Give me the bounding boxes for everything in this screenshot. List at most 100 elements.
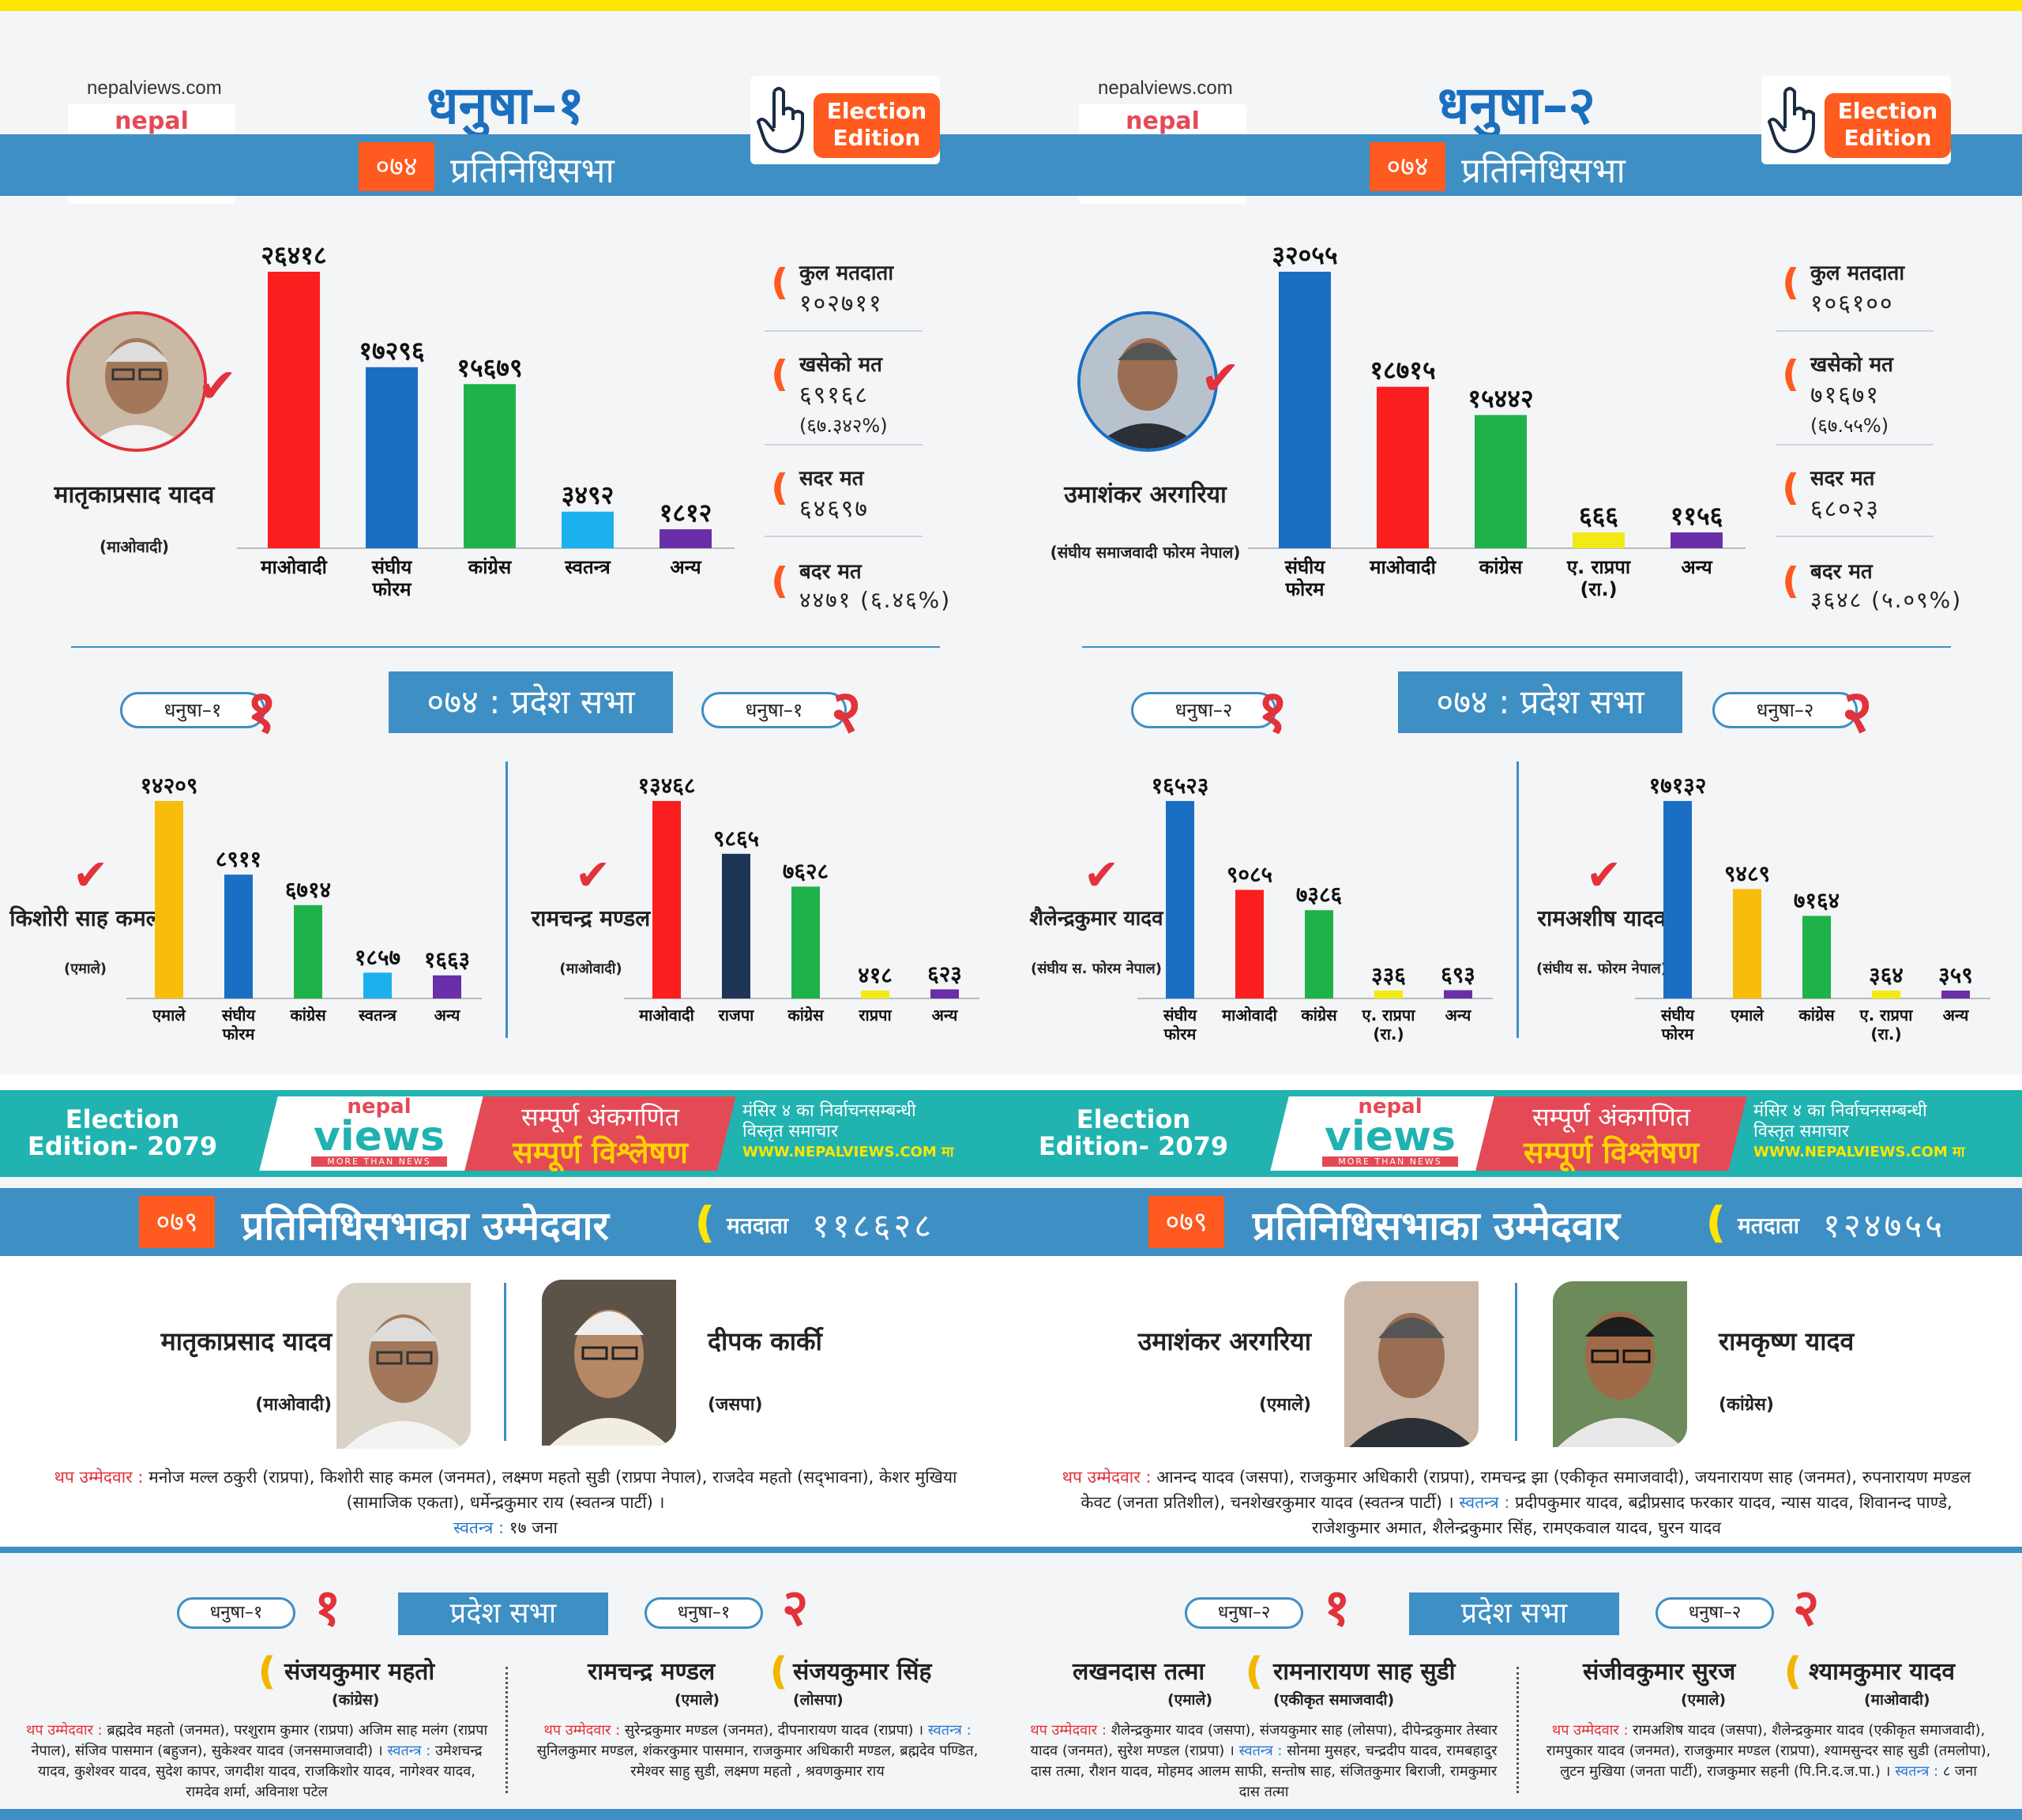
banner-logo: nepal views MORE THAN NEWS xyxy=(284,1095,474,1167)
pradesh-num-2: २ xyxy=(831,678,862,746)
bar-value-label: २६४१८ xyxy=(261,240,326,270)
bar-0 xyxy=(268,272,320,548)
pradesh-winner-party: (संघीय स. फोरम नेपाल) xyxy=(1031,961,1162,977)
pradesh-winner-name: रामअशीष यादव xyxy=(1537,905,1667,931)
banner-url[interactable]: WWW.NEPALVIEWS.COM मा xyxy=(1753,1144,1965,1160)
edition-text: Election Edition- 2079 xyxy=(27,1104,218,1161)
pradesh-winner-name: रामचन्द्र मण्डल xyxy=(531,905,651,931)
vertical-divider xyxy=(1516,761,1519,1038)
pradesh-pill-1: धनुषा–२ xyxy=(1131,692,1276,728)
bar-value-label: ९४८९ xyxy=(1724,861,1770,887)
category-label: फोरम xyxy=(222,1025,256,1043)
pradesh1-candidate-1-name: लखनदास तत्मा xyxy=(1073,1658,1205,1686)
candidate-2-party: (कांग्रेस) xyxy=(1719,1395,1774,1415)
candidate-divider xyxy=(1515,1283,1517,1441)
pradesh-1-chart: १४२०९ एमाले ८९११ संघीयफोरम ६७१४ कांग्रेस १८५७ स… xyxy=(126,773,482,1043)
category-label: माओवादी xyxy=(638,1006,695,1025)
winner-check-icon: ✔ xyxy=(1201,351,1241,406)
candidate-2-name: दीपक कार्की xyxy=(708,1326,822,1356)
pradesh-num-2: २ xyxy=(1793,1579,1820,1638)
pradesh-sabha-label: ०७४ : प्रदेश सभा xyxy=(1398,671,1682,733)
category-label: फोरम xyxy=(1285,578,1326,600)
pradesh2-candidate-2-name: श्यामकुमार यादव xyxy=(1809,1658,1956,1686)
site-url[interactable]: nepalviews.com xyxy=(1098,77,1233,99)
voters-count: १२४७५५ xyxy=(1823,1206,1946,1245)
bar-value-label: १७१३२ xyxy=(1649,773,1707,799)
bar-value-label: ९८६५ xyxy=(713,825,759,852)
hook-icon: ❪ xyxy=(765,261,795,303)
banner-red-line2: सम्पूर्ण विश्लेषण xyxy=(513,1135,688,1170)
candidates-label: प्रतिनिधिसभाका उम्मेदवार xyxy=(1253,1203,1620,1249)
candidate-1-name: उमाशंकर अरगरिया xyxy=(1137,1326,1311,1356)
bar-2 xyxy=(1475,415,1527,548)
pradesh-num-2: २ xyxy=(782,1579,809,1638)
bar-4 xyxy=(1941,991,1970,998)
category-label: कांग्रेस xyxy=(1798,1006,1836,1025)
bar-value-label: १८७१५ xyxy=(1370,355,1435,385)
hor-result-chart: ३२०५५ संघीयफोरम १८७१५ माओवादी १५४४२ कांग्रेस ६… xyxy=(1248,240,1746,600)
bar-value-label: १४२०९ xyxy=(141,773,198,799)
election-banner-right: Election Edition- 2079 nepal views MORE TH… xyxy=(1011,1090,2022,1177)
banner-red-line1: सम्पूर्ण अंकगणित xyxy=(521,1102,680,1132)
bar-value-label: १६६३ xyxy=(424,947,470,973)
site-url[interactable]: nepalviews.com xyxy=(87,77,222,99)
candidate-1-party: (एमाले) xyxy=(1258,1395,1311,1415)
hook-icon: ❪ xyxy=(1776,466,1806,509)
candidate-divider xyxy=(504,1283,506,1441)
voters-label: मतदाता xyxy=(727,1213,789,1239)
house-label: प्रतिनिधिसभा xyxy=(1461,151,1625,191)
section-divider xyxy=(1011,1547,2022,1553)
section-divider xyxy=(1082,646,1951,648)
bar-0 xyxy=(155,801,183,998)
year-code: ०७४ xyxy=(359,142,434,191)
bar-3 xyxy=(562,511,614,548)
bar-value-label: १८५७ xyxy=(355,944,400,970)
category-label: फोरम xyxy=(372,578,413,600)
pradesh2-candidate-1-party: (एमाले) xyxy=(1681,1691,1727,1709)
winner-party: (माओवादी) xyxy=(100,537,169,556)
pradesh2-candidate-2-party: (लोसपा) xyxy=(793,1691,844,1709)
pradesh-pill-2: धनुषा–२ xyxy=(1712,692,1858,728)
pradesh1-other-candidates: थप उम्मेदवार : शैलेन्द्रकुमार यादव (जसपा… xyxy=(1030,1722,1498,1800)
category-label: एमाले xyxy=(152,1006,186,1025)
pradesh-winner-name: शैलेन्द्रकुमार यादव xyxy=(1029,907,1163,931)
pradesh-pill-1: धनुषा–१ xyxy=(120,692,265,728)
category-label: संघीय xyxy=(221,1006,257,1025)
banner-logo: nepal views MORE THAN NEWS xyxy=(1295,1095,1485,1167)
white-gap xyxy=(0,1074,2022,1090)
pradesh-winner-party: (माओवादी) xyxy=(559,961,622,977)
category-label: राप्रपा xyxy=(858,1006,892,1025)
candidate-1-party: (माओवादी) xyxy=(255,1395,332,1415)
winner-name: मातृकाप्रसाद यादव xyxy=(54,481,215,509)
pradesh2-candidate-2-name: संजयकुमार सिंह xyxy=(793,1658,932,1686)
category-label: अन्य xyxy=(1943,1006,1970,1025)
category-label: कांग्रेस xyxy=(1300,1006,1338,1025)
bar-value-label: ३४९२ xyxy=(562,480,614,510)
category-label: संघीय xyxy=(371,556,413,578)
hook-icon: ❪ xyxy=(1776,559,1806,602)
year-code: ०७४ xyxy=(1370,142,1445,191)
vertical-divider xyxy=(506,761,508,1038)
banner-red-line2: सम्पूर्ण विश्लेषण xyxy=(1524,1135,1699,1170)
pradesh-pill-1: धनुषा–२ xyxy=(1185,1597,1303,1629)
banner-red-line1: सम्पूर्ण अंकगणित xyxy=(1532,1102,1691,1132)
hook-icon: ❪ xyxy=(1777,1649,1810,1694)
pradesh-1-chart: १६५२३ संघीयफोरम ९०८५ माओवादी ७३८६ कांग्रेस ३३६… xyxy=(1137,773,1493,1043)
bar-value-label: १७२९६ xyxy=(359,336,424,366)
banner-url[interactable]: WWW.NEPALVIEWS.COM मा xyxy=(742,1144,954,1160)
category-label: (रा.) xyxy=(1870,1025,1901,1043)
pradesh-sabha-label: प्रदेश सभा xyxy=(398,1592,608,1635)
bar-0 xyxy=(652,801,681,998)
pradesh-pill-2: धनुषा–२ xyxy=(1656,1597,1774,1629)
category-label: फोरम xyxy=(1163,1025,1197,1043)
bar-value-label: १८१२ xyxy=(660,498,712,528)
category-label: कांग्रेस xyxy=(787,1006,825,1025)
bar-1 xyxy=(366,367,418,548)
pradesh-2-chart: १७१३२ संघीयफोरम ९४८९ एमाले ७१६४ कांग्रेस ३६४ ए.… xyxy=(1635,773,1990,1043)
bar-value-label: ७१६४ xyxy=(1794,887,1840,913)
pradesh-divider xyxy=(1516,1667,1519,1793)
category-label: राजपा xyxy=(718,1006,755,1025)
bar-value-label: १५६७९ xyxy=(457,352,522,382)
